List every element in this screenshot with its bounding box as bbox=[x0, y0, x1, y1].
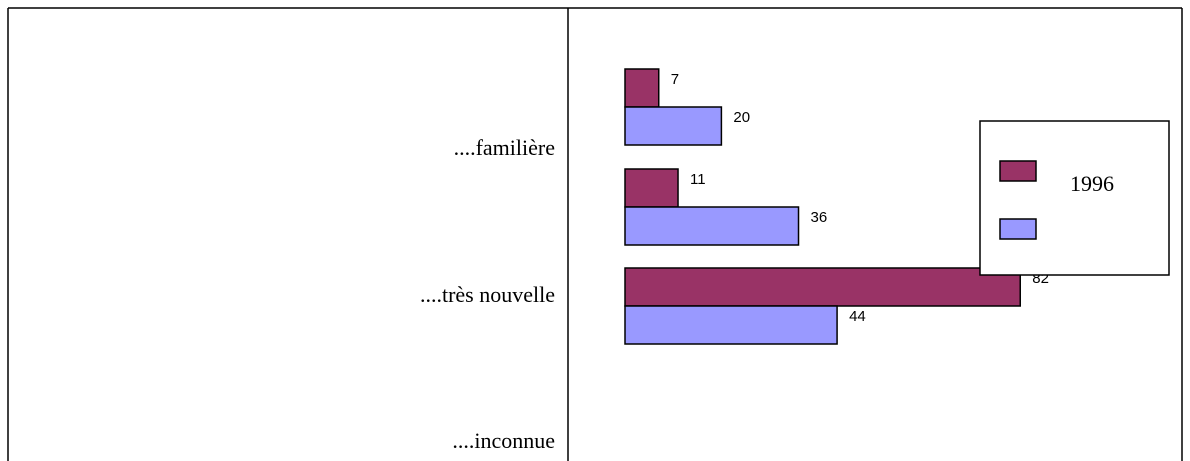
legend-swatch bbox=[999, 160, 1037, 182]
bar bbox=[624, 168, 679, 208]
legend-box bbox=[979, 120, 1170, 276]
category-label: ....inconnue bbox=[452, 428, 555, 453]
legend: 1996 bbox=[979, 120, 1170, 276]
bar bbox=[624, 206, 800, 246]
value-label: 20 bbox=[733, 109, 750, 126]
category-label: ....très nouvelle bbox=[420, 282, 555, 307]
table-frame bbox=[7, 7, 1183, 461]
value-label: 7 bbox=[671, 71, 679, 88]
category-label: ....familière bbox=[454, 135, 555, 160]
value-label: 36 bbox=[811, 209, 828, 226]
legend-swatch bbox=[999, 218, 1037, 240]
value-label: 11 bbox=[690, 171, 706, 188]
bar bbox=[624, 305, 838, 345]
value-label: 44 bbox=[849, 308, 866, 325]
bar bbox=[624, 68, 660, 108]
bar bbox=[624, 267, 1021, 307]
bar bbox=[624, 106, 723, 146]
legend-label: 1996 bbox=[1070, 171, 1114, 196]
